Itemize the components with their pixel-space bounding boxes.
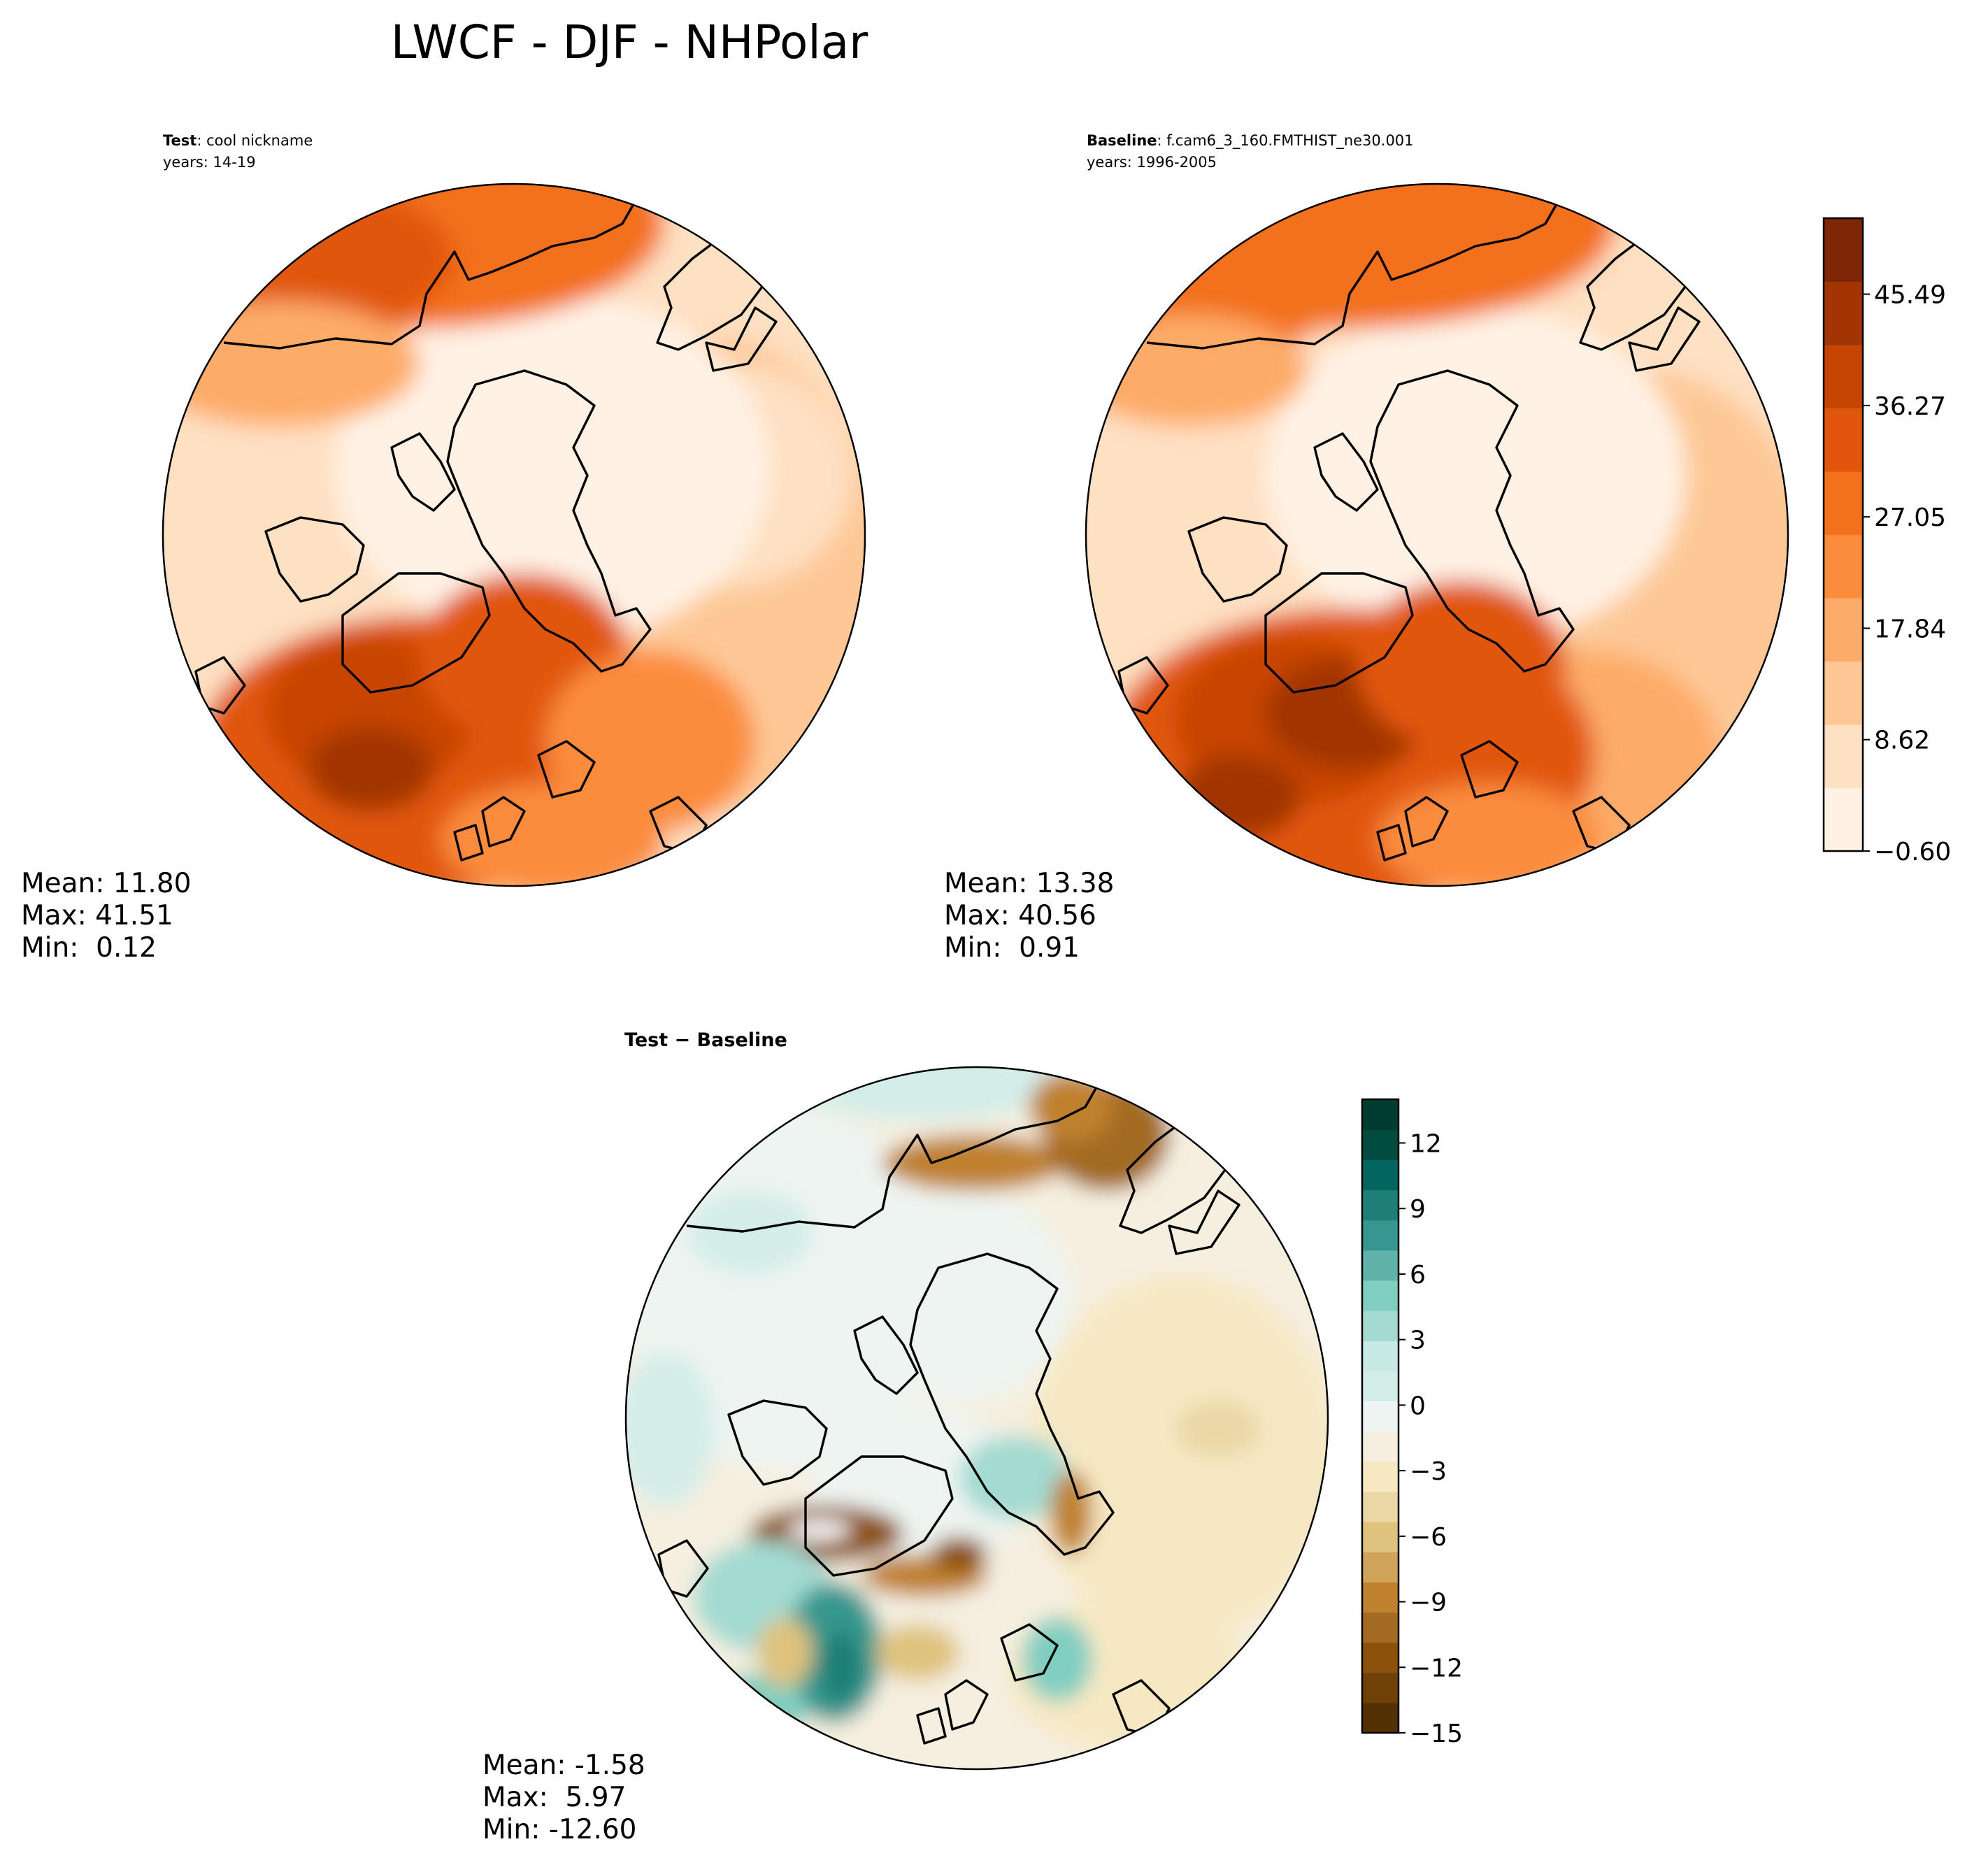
diff-colorbar-tick-label: 6 [1410,1261,1426,1289]
field-colorbar-swatch [1824,345,1863,409]
diff-colorbar-tick-label: 0 [1410,1392,1426,1420]
diff-caption: Test − Baseline [624,1029,787,1051]
baseline-label-bold: Baseline [1087,132,1157,149]
diff-colorbar-swatch [1362,1310,1399,1341]
baseline-stats: Mean: 13.38 Max: 40.56 Min: 0.91 [944,868,1114,964]
field-colorbar-tick-label: 27.05 [1874,503,1946,532]
baseline-caption: Baseline: f.cam6_3_160.FMTHIST_ne30.001 … [1087,130,1414,173]
diff-colorbar-swatch [1362,1159,1399,1191]
test-field [163,184,865,886]
diff-colorbar-swatch [1362,1099,1399,1130]
field-colorbar-frame [1822,217,1864,852]
diff-colorbar-swatch [1362,1461,1399,1492]
baseline-max: Max: 40.56 [944,900,1096,931]
field-colorbar-tick-label: −0.60 [1874,838,1951,866]
baseline-mean: Mean: 13.38 [944,868,1115,899]
diff-field [626,1067,1328,1769]
test-stats: Mean: 11.80 Max: 41.51 Min: 0.12 [21,868,191,964]
diff-colorbar-swatch [1362,1250,1399,1281]
diff-stats: Mean: -1.58 Max: 5.97 Min: -12.60 [482,1750,645,1846]
field-colorbar-swatch [1824,534,1863,599]
diff-colorbar-tick-label: 3 [1410,1327,1426,1355]
diff-colorbar-frame [1361,1098,1400,1734]
diff-colorbar-swatch [1362,1672,1399,1703]
field-colorbar-swatch [1824,408,1863,472]
field-colorbar-tick-label: 36.27 [1874,392,1946,421]
field-colorbar-swatch [1824,281,1863,345]
field-colorbar-swatch [1824,598,1863,662]
diff-colorbar-swatch [1362,1189,1399,1221]
field-colorbar-swatch [1824,218,1863,283]
diff-colorbar-tick-label: 12 [1410,1129,1442,1158]
figure-title: LWCF - DJF - NHPolar [390,15,868,69]
test-map [162,183,866,887]
diff-min: Min: -12.60 [482,1814,637,1845]
baseline-field [1086,184,1788,886]
test-caption: Test: cool nickname years: 14-19 [163,130,313,173]
field-colorbar-tick-label: 45.49 [1874,281,1946,310]
diff-colorbar-tick-label: −15 [1410,1720,1463,1748]
baseline-min: Min: 0.91 [944,932,1080,964]
diff-colorbar-swatch [1362,1491,1399,1522]
field-colorbar-swatch [1824,661,1863,725]
field-colorbar-tick-label: 17.84 [1874,615,1946,643]
diff-colorbar-swatch [1362,1220,1399,1251]
diff-colorbar-tick-label: −12 [1410,1654,1463,1682]
diff-colorbar: −15 −12 −9 −6 −3 0 3 6 9 12 [1361,1098,1463,1748]
diff-colorbar-swatch [1362,1642,1399,1673]
field-colorbar-tick-label: 8.62 [1874,727,1930,755]
diff-colorbar-swatch [1362,1280,1399,1311]
diff-colorbar-swatch [1362,1582,1399,1613]
diff-colorbar-swatch [1362,1431,1399,1462]
test-label-bold: Test [163,132,197,149]
diff-colorbar-tick-label: 9 [1410,1195,1426,1224]
diff-map [624,1066,1329,1771]
diff-colorbar-tick-label: −6 [1410,1523,1447,1552]
diff-colorbar-swatch [1362,1371,1399,1402]
diff-colorbar-swatch [1362,1702,1399,1734]
test-min: Min: 0.12 [21,932,157,964]
test-label-name: : cool nickname [196,132,313,149]
field-colorbar-swatch [1824,787,1863,852]
diff-colorbar-tick-label: −9 [1410,1589,1447,1617]
test-max: Max: 41.51 [21,900,173,931]
baseline-map [1085,183,1789,887]
field-colorbar: −0.60 8.62 17.84 27.05 36.27 45.49 [1822,217,1951,866]
test-years: years: 14-19 [163,154,256,171]
diff-colorbar-swatch [1362,1522,1399,1552]
test-mean: Mean: 11.80 [21,868,192,899]
diff-colorbar-swatch [1362,1341,1399,1371]
baseline-years: years: 1996-2005 [1087,154,1217,171]
field-colorbar-swatch [1824,471,1863,536]
diff-colorbar-swatch [1362,1401,1399,1432]
diff-mean: Mean: -1.58 [482,1750,645,1781]
diff-colorbar-swatch [1362,1129,1399,1160]
diff-colorbar-tick-label: −3 [1410,1457,1447,1486]
diff-colorbar-swatch [1362,1612,1399,1643]
diff-max: Max: 5.97 [482,1782,627,1813]
baseline-label-name: : f.cam6_3_160.FMTHIST_ne30.001 [1157,132,1414,149]
field-colorbar-swatch [1824,724,1863,789]
diff-colorbar-swatch [1362,1552,1399,1582]
